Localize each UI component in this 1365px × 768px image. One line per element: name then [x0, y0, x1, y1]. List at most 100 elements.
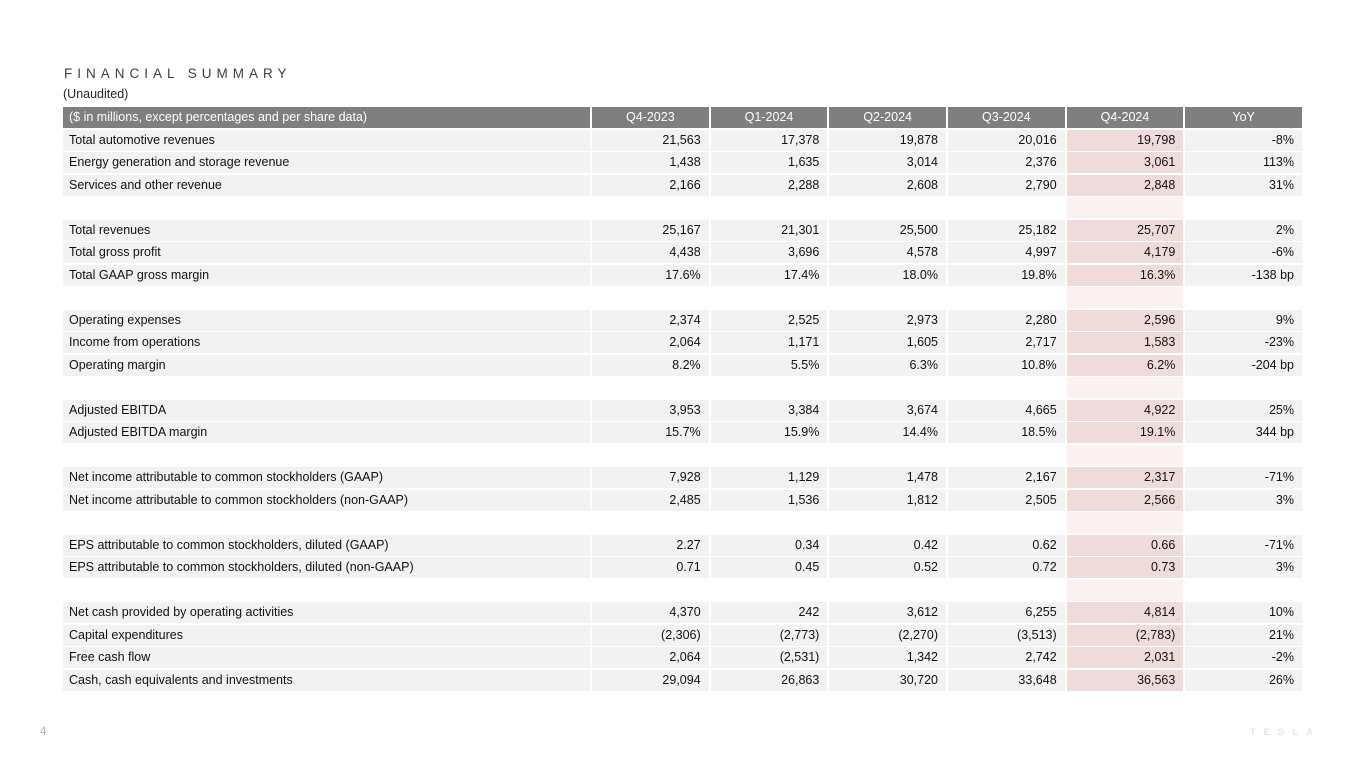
cell-value: 18.0% [829, 264, 946, 286]
spacer-row [63, 287, 1302, 308]
cell-value [592, 580, 709, 601]
table-row: Operating expenses 2,374 2,525 2,973 2,280 2,… [63, 309, 1302, 331]
cell-value: 36,563 [1066, 669, 1184, 691]
cell-value: 25% [1185, 399, 1302, 421]
row-label [63, 512, 590, 533]
cell-value: 25,500 [829, 219, 946, 241]
column-header-yoy: YoY [1185, 107, 1302, 128]
cell-value: 4,922 [1066, 399, 1184, 421]
cell-value: 10.8% [947, 354, 1065, 376]
cell-value: 15.9% [710, 422, 828, 443]
cell-value: 2,376 [947, 152, 1065, 173]
cell-value: 4,578 [829, 242, 946, 263]
cell-value: 3,384 [710, 399, 828, 421]
table-row: Net income attributable to common stockh… [63, 467, 1302, 488]
cell-value: 2,374 [592, 309, 709, 331]
cell-value: 25,182 [947, 219, 1065, 241]
cell-value: 1,635 [710, 152, 828, 173]
cell-value [829, 580, 946, 601]
column-header-q2-2024: Q2-2024 [829, 107, 946, 128]
cell-value: 25,707 [1066, 219, 1184, 241]
cell-value: 242 [710, 602, 828, 623]
cell-value [948, 197, 1065, 218]
cell-value [711, 197, 828, 218]
cell-value: -8% [1185, 129, 1302, 151]
row-label: Total automotive revenues [63, 129, 590, 151]
cell-value [1066, 444, 1184, 466]
cell-value: 19,878 [829, 129, 946, 151]
cell-value [711, 287, 828, 308]
row-label: Net income attributable to common stockh… [63, 489, 590, 511]
cell-value: 2,064 [592, 332, 709, 353]
row-label: Services and other revenue [63, 174, 590, 196]
cell-value [829, 512, 946, 533]
cell-value: 15.7% [592, 422, 709, 443]
cell-value [1066, 377, 1184, 398]
table-row: Net income attributable to common stockh… [63, 489, 1302, 511]
cell-value: 0.45 [710, 557, 828, 578]
cell-value: 3,674 [829, 399, 946, 421]
cell-value [1066, 287, 1184, 308]
table-row: EPS attributable to common stockholders,… [63, 534, 1302, 556]
cell-value [1185, 445, 1302, 466]
cell-value: 113% [1185, 152, 1302, 173]
cell-value: 21,301 [710, 219, 828, 241]
cell-value: 21% [1185, 624, 1302, 646]
cell-value: 2,485 [592, 489, 709, 511]
spacer-row [63, 377, 1302, 398]
row-label: Total revenues [63, 219, 590, 241]
cell-value: 1,438 [592, 152, 709, 173]
table-header-row: ($ in millions, except percentages and p… [63, 107, 1302, 128]
cell-value: 2,566 [1066, 489, 1184, 511]
cell-value [1185, 377, 1302, 398]
table-row: Total gross profit 4,438 3,696 4,578 4,997 4,… [63, 242, 1302, 263]
cell-value: -204 bp [1185, 354, 1302, 376]
table-row: Total GAAP gross margin 17.6% 17.4% 18.0% 19… [63, 264, 1302, 286]
cell-value: -138 bp [1185, 264, 1302, 286]
cell-value: (2,773) [710, 624, 828, 646]
row-label [63, 197, 590, 218]
table-row: EPS attributable to common stockholders,… [63, 557, 1302, 578]
cell-value: 19.8% [947, 264, 1065, 286]
cell-value: 2,167 [947, 467, 1065, 488]
cell-value: 1,342 [829, 647, 946, 668]
cell-value: 4,814 [1066, 602, 1184, 623]
cell-value: 3,014 [829, 152, 946, 173]
cell-value: 4,997 [947, 242, 1065, 263]
cell-value: 2,031 [1066, 647, 1184, 668]
cell-value [592, 512, 709, 533]
row-label [63, 287, 590, 308]
cell-value: 30,720 [829, 669, 946, 691]
cell-value [948, 580, 1065, 601]
cell-value [1066, 197, 1184, 218]
cell-value: 1,605 [829, 332, 946, 353]
cell-value: 4,370 [592, 602, 709, 623]
table-row: Total automotive revenues 21,563 17,378 19,… [63, 129, 1302, 151]
cell-value [592, 197, 709, 218]
table-row: Free cash flow 2,064 (2,531) 1,342 2,742 2,03… [63, 647, 1302, 668]
cell-value: 2,790 [947, 174, 1065, 196]
cell-value: 1,812 [829, 489, 946, 511]
row-label: Total GAAP gross margin [63, 264, 590, 286]
cell-value [1066, 579, 1184, 601]
cell-value: 2,064 [592, 647, 709, 668]
page-number: 4 [40, 726, 47, 738]
cell-value: 21,563 [592, 129, 709, 151]
cell-value: 33,648 [947, 669, 1065, 691]
cell-value: 5.5% [710, 354, 828, 376]
cell-value: 26,863 [710, 669, 828, 691]
cell-value: 0.34 [710, 534, 828, 556]
cell-value: 2,280 [947, 309, 1065, 331]
cell-value: (2,306) [592, 624, 709, 646]
cell-value [829, 287, 946, 308]
row-label: Income from operations [63, 332, 590, 353]
row-label: Capital expenditures [63, 624, 590, 646]
row-label: Operating expenses [63, 309, 590, 331]
cell-value: -2% [1185, 647, 1302, 668]
cell-value: 0.72 [947, 557, 1065, 578]
cell-value: 2,288 [710, 174, 828, 196]
row-label [63, 580, 590, 601]
cell-value: 3% [1185, 489, 1302, 511]
cell-value: 9% [1185, 309, 1302, 331]
cell-value: 3,696 [710, 242, 828, 263]
